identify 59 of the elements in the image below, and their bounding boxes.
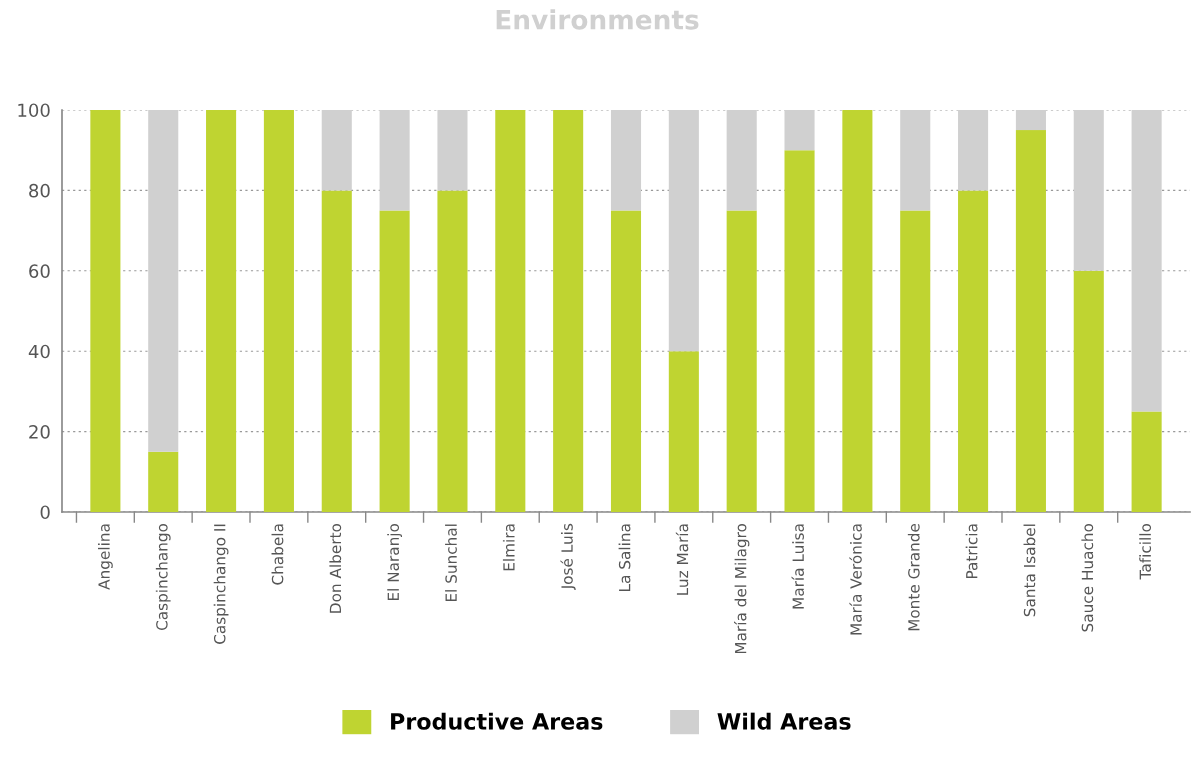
legend-label: Wild Areas [717,712,851,730]
x-tick-label: María del Milagro [733,523,750,654]
bar [610,110,642,211]
y-tick-label: 20 [29,425,50,439]
y-tick-label: 60 [29,264,50,278]
x-tick-label: Don Alberto [329,523,342,613]
bar [726,210,757,512]
bar [1073,110,1104,271]
x-tick-label: Elmira [502,524,515,571]
x-tick-label: Angelina [97,524,113,590]
bar [263,110,294,512]
bar [379,110,410,211]
x-tick-label: Sauce Huacho [1081,523,1094,632]
x-tick-label: Monte Grande [907,523,920,631]
x-tick-label: El Sunchal [445,524,457,602]
bar [321,110,352,191]
bar [206,110,237,512]
bar [900,110,931,211]
bar [1131,110,1162,412]
y-tick-label: 40 [28,344,50,359]
bar [379,210,410,512]
bar [958,110,989,191]
bar [668,351,699,512]
bar [784,110,815,151]
y-tick-label: 100 [18,103,50,118]
bar [495,110,526,512]
bar [958,190,989,512]
x-tick-label: Patricia [965,524,978,579]
x-tick-label: La Salina [618,524,631,591]
x-tick-label: Taficillo [1139,523,1152,580]
bar [1131,411,1162,512]
bar [148,110,179,452]
x-tick-label: Luz María [675,524,689,595]
bar [900,210,931,512]
bar [726,110,757,211]
x-tick-label: María Luisa [791,524,804,609]
x-tick-label: El Naranjo [387,523,403,601]
bar [842,110,873,512]
x-tick-label: Caspinchango [155,523,171,631]
y-tick-label: 0 [40,505,50,520]
bar [610,210,642,512]
y-tick-label: 80 [29,183,50,198]
x-tick-label: Caspinchango II [213,524,229,644]
bar [1015,130,1046,512]
x-tick-label: María Verónica [849,524,862,635]
bar [148,451,179,512]
bar [1073,270,1104,512]
legend-label: Productive Areas [391,712,603,730]
bar [437,190,468,512]
x-tick-label: José Luis [560,523,576,591]
bar [90,110,121,512]
bar [553,110,584,512]
bar [668,110,699,352]
bar [1015,110,1046,131]
bar [321,190,352,512]
x-tick-label: Santa Isabel [1023,524,1036,617]
x-tick-label: Chabela [271,524,284,585]
bar [784,150,815,512]
bar [437,110,468,191]
